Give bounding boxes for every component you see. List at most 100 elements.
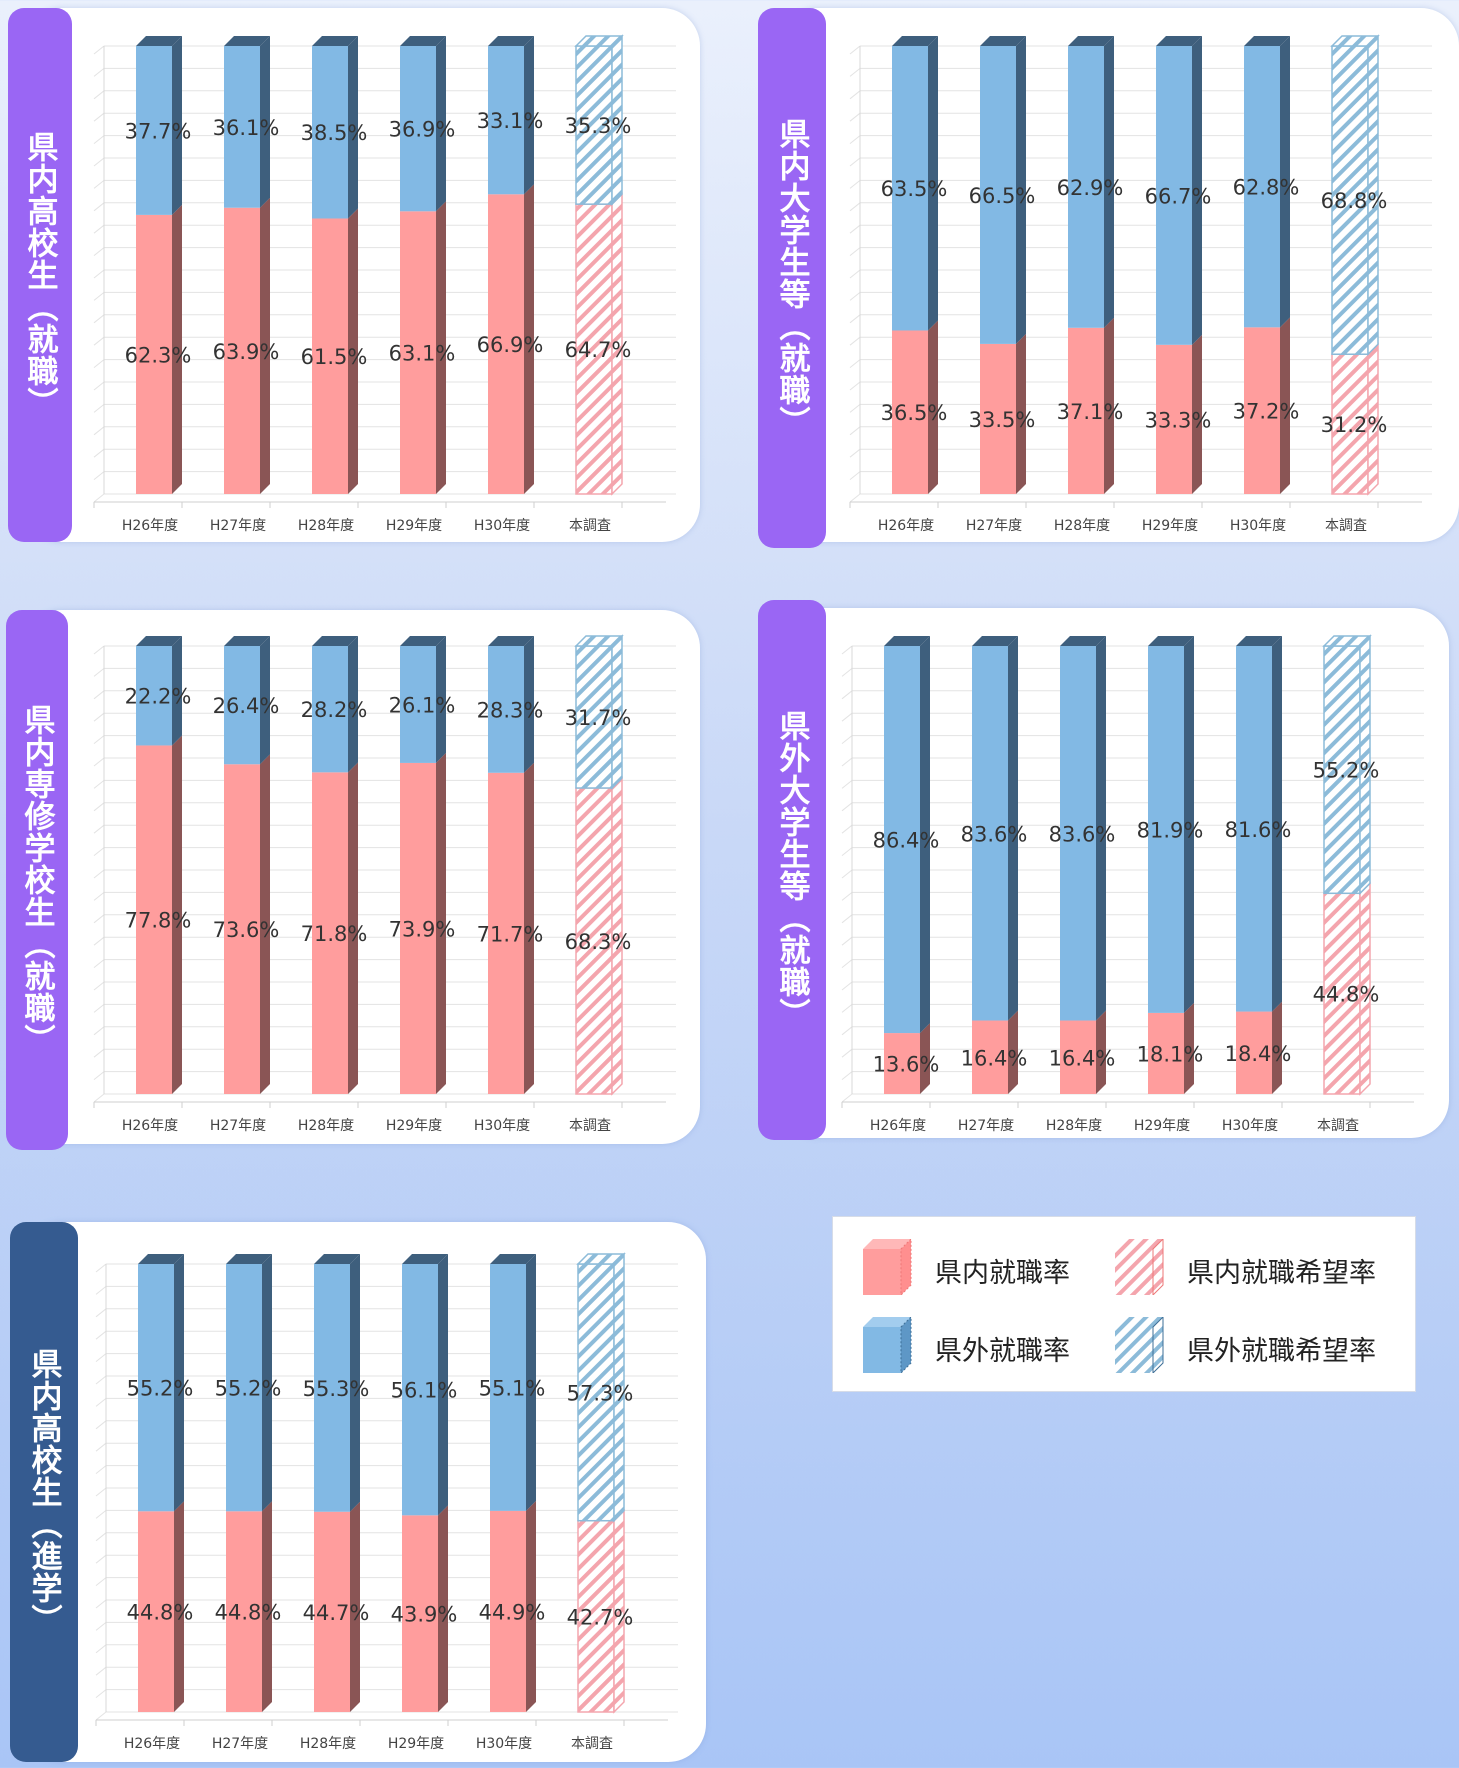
data-label-in-pref: 13.6%: [873, 1053, 940, 1077]
gridline-depth: [93, 1004, 105, 1013]
data-label-out-pref: 81.6%: [1225, 818, 1292, 842]
gridline-depth: [841, 1093, 853, 1103]
data-label-out-pref: 28.2%: [301, 698, 368, 722]
gridline-depth: [849, 202, 861, 212]
gridline-depth: [93, 314, 105, 324]
gridline-depth: [841, 936, 853, 946]
legend-label: 県外就職希望率: [1187, 1336, 1376, 1367]
gridline-depth: [841, 668, 853, 677]
labels-group: 36.5% 63.5% H26年度 33.5% 66.5% H27年度 37.1% 62.9%…: [878, 176, 1388, 534]
data-label-in-pref: 44.9%: [479, 1600, 546, 1624]
gridline-depth: [849, 404, 861, 413]
x-tick-label: H26年度: [124, 1736, 180, 1752]
gridline-depth: [849, 292, 861, 301]
bar-segment-in-pref: [224, 764, 260, 1094]
labels-group: 13.6% 86.4% H26年度 16.4% 83.6% H27年度 16.4% 83.6%…: [870, 759, 1380, 1134]
data-label-in-pref: 16.4%: [961, 1046, 1028, 1070]
x-tick-label: H30年度: [474, 518, 530, 534]
x-tick-label: 本調査: [1325, 518, 1367, 534]
x-tick-label: H30年度: [474, 1118, 530, 1134]
bar-top: [574, 635, 624, 647]
bar-segment-in-pref: [1068, 327, 1104, 494]
x-tick-label: H28年度: [298, 1118, 354, 1134]
bar-segment-out-pref: [312, 646, 348, 773]
bars-group: [892, 34, 1380, 496]
stacked-bar-chart: 44.8% 55.2% H26年度 44.8% 55.2% H27年度 44.7% 55.3%…: [95, 1252, 678, 1752]
panel-tab: 県内専修学校生（就職）: [6, 610, 68, 1150]
bar-side-in-pref: [928, 320, 938, 494]
gridline-depth: [841, 690, 853, 700]
legend-label: 県内就職希望率: [1187, 1258, 1376, 1289]
data-label-out-pref: 66.7%: [1145, 184, 1212, 208]
gridline-depth: [95, 1375, 107, 1385]
data-label-in-pref: 31.2%: [1321, 413, 1388, 437]
x-tick-label: H27年度: [958, 1118, 1014, 1134]
bar-segment-out-pref: [1060, 646, 1096, 1021]
legend-swatch-solid-blue: [863, 1317, 912, 1373]
data-label-in-pref: 44.8%: [1313, 983, 1380, 1007]
bar-side-in-pref: [1008, 1010, 1018, 1094]
data-label-in-pref: 33.5%: [969, 408, 1036, 432]
x-tick-label: H26年度: [122, 518, 178, 534]
data-label-in-pref: 62.3%: [125, 343, 192, 367]
bar-segment-out-pref: [1148, 646, 1184, 1013]
x-tick-label: 本調査: [571, 1736, 613, 1752]
data-label-out-pref: 63.5%: [881, 177, 948, 201]
data-label-in-pref: 36.5%: [881, 401, 948, 425]
data-label-out-pref: 55.3%: [303, 1377, 370, 1401]
bar-segment-out-pref: [136, 646, 172, 746]
gridline-depth: [93, 847, 105, 856]
bar-segment-in-pref: [312, 218, 348, 495]
data-label-in-pref: 73.9%: [389, 917, 456, 941]
gridline-depth: [849, 493, 861, 503]
bar-top: [136, 636, 182, 646]
bar-top: [972, 636, 1018, 646]
bar-segment-out-pref: [490, 1264, 526, 1511]
bar-top: [1156, 36, 1202, 46]
data-label-out-pref: 62.8%: [1233, 176, 1300, 200]
bar-side-out-pref: [1096, 636, 1106, 1021]
data-label-out-pref: 83.6%: [1049, 822, 1116, 846]
x-tick-label: H26年度: [870, 1118, 926, 1134]
gridline-depth: [849, 381, 861, 391]
bar-side-in-pref: [172, 735, 182, 1094]
bar-top: [490, 1254, 536, 1264]
bar-side-out-pref: [260, 636, 270, 765]
bar-side-out-pref: [928, 36, 938, 331]
gridline-depth: [841, 1071, 853, 1080]
legend-item-out-rate: 県外就職率: [863, 1317, 1113, 1373]
gridline-depth: [93, 780, 105, 789]
gridline-depth: [93, 1026, 105, 1036]
data-label-in-pref: 44.8%: [215, 1601, 282, 1625]
bar-side-in-pref: [174, 1501, 184, 1712]
gridline-depth: [93, 224, 105, 234]
bar-side-in-pref: [524, 184, 534, 494]
panel-title: 県内高校生（就職）: [21, 131, 58, 419]
gridline-depth: [841, 1048, 853, 1058]
bar-segment-out-pref: [224, 46, 260, 208]
gridline-depth: [849, 112, 861, 122]
gridline-depth: [841, 757, 853, 767]
bar-side-in-pref: [350, 1501, 360, 1712]
data-label-in-pref: 18.1%: [1137, 1042, 1204, 1066]
labels-group: 44.8% 55.2% H26年度 44.8% 55.2% H27年度 44.7% 55.3%…: [124, 1376, 634, 1752]
bar-side-out-pref: [348, 636, 358, 773]
bar-top: [980, 36, 1026, 46]
data-label-in-pref: 44.7%: [303, 1601, 370, 1625]
gridline-depth: [93, 712, 105, 722]
data-label-in-pref: 63.1%: [389, 342, 456, 366]
data-label-out-pref: 37.7%: [125, 119, 192, 143]
bar-segment-in-pref: [1244, 327, 1280, 494]
gridline-depth: [841, 802, 853, 812]
gridline-depth: [849, 448, 861, 458]
gridline-depth: [95, 1398, 107, 1407]
gridline-depth: [95, 1532, 107, 1542]
gridline-depth: [93, 735, 105, 744]
bars-group: [136, 634, 624, 1096]
gridline-depth: [849, 224, 861, 234]
gridline-depth: [93, 1048, 105, 1058]
bar-side-out-pref: [174, 1254, 184, 1512]
data-label-in-pref: 71.8%: [301, 922, 368, 946]
bar-segment-in-pref: [892, 330, 928, 494]
legend-item-in-hope: 県内就職希望率: [1115, 1239, 1405, 1295]
